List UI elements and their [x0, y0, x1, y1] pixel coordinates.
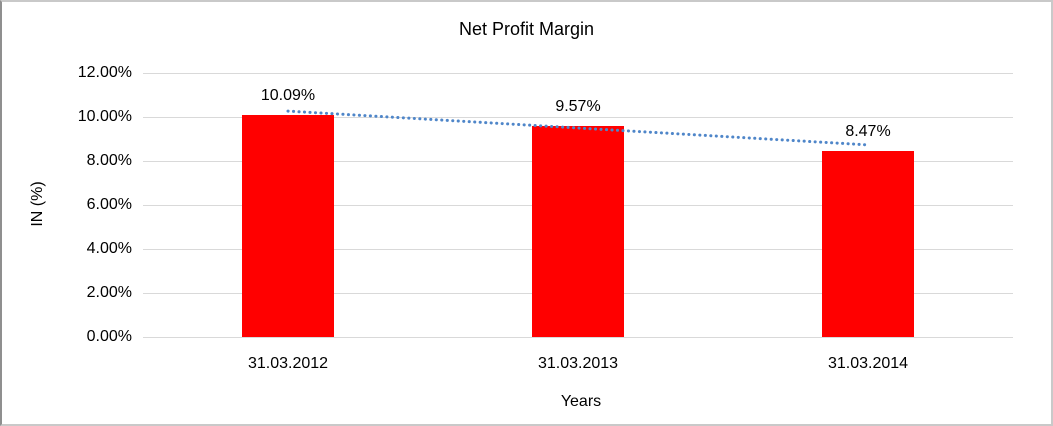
trendline: [286, 109, 870, 147]
gridline: [143, 117, 1013, 118]
x-tick-label: 31.03.2014: [827, 355, 909, 372]
y-tick-label: 4.00%: [86, 240, 132, 257]
bar-value-label: 9.57%: [555, 98, 601, 115]
bar-31.03.2012: [242, 115, 334, 337]
chart-title: Net Profit Margin: [458, 19, 595, 39]
y-tick-label: 2.00%: [86, 284, 132, 301]
y-tick-label: 0.00%: [86, 328, 132, 345]
y-tick-label: 12.00%: [77, 64, 132, 81]
bar-31.03.2014: [822, 151, 914, 337]
x-tick-label: 31.03.2013: [537, 355, 619, 372]
x-tick-label: 31.03.2012: [247, 355, 329, 372]
y-tick-label: 6.00%: [86, 196, 132, 213]
plot-area: [143, 73, 1013, 338]
y-tick-label: 10.00%: [77, 108, 132, 125]
x-axis-title: Years: [560, 393, 602, 410]
bar-value-label: 10.09%: [260, 87, 316, 104]
gridline: [143, 337, 1013, 338]
bar-31.03.2013: [532, 126, 624, 337]
gridline: [143, 73, 1013, 74]
y-tick-label: 8.00%: [86, 152, 132, 169]
trendline-line: [286, 109, 870, 147]
bar-value-label: 8.47%: [845, 123, 891, 140]
